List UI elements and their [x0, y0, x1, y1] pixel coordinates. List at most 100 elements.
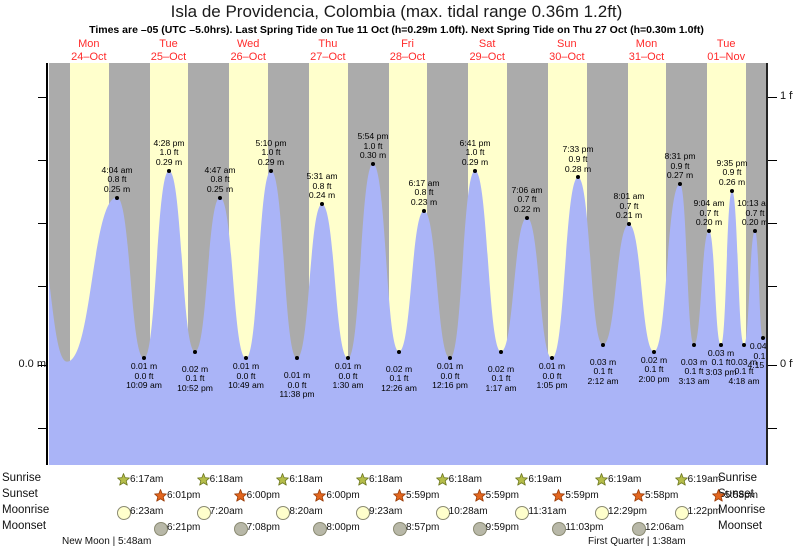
- sunset-time-2: 6:00pm: [326, 490, 360, 501]
- sunrise-time-5: 6:19am: [528, 474, 562, 485]
- low-tide-label-12-line-2: 3:03 pm: [705, 367, 737, 378]
- sunset-time-3: 5:59pm: [406, 490, 440, 501]
- high-tide-label-0-line-0: 4:04 am: [101, 164, 133, 175]
- day-header-2: Wed 26–Oct: [208, 38, 288, 63]
- day-of-week: Mon: [635, 38, 658, 50]
- sunset-time-1: 6:00pm: [246, 490, 281, 501]
- low-tide-label-2: 0.01 m 0.0 ft 10:49 am: [220, 362, 272, 391]
- low-tide-dot-13: [742, 342, 746, 347]
- low-tide-label-10: 0.02 m 0.1 ft 2:00 pm: [628, 355, 680, 385]
- high-tide-label-7-line-0: 6:41 pm: [459, 137, 491, 148]
- high-tide-dot-7: [473, 168, 477, 173]
- day-date: 31–Oct: [628, 50, 665, 63]
- high-tide-label-4-line-0: 5:31 am: [306, 171, 338, 182]
- high-tide-dot-4: [320, 202, 324, 207]
- day-date: 24–Oct: [71, 50, 107, 63]
- low-tide-label-9-line-2: 2:12 am: [587, 376, 619, 387]
- low-tide-label-4-line-0: 0.01 m: [334, 361, 362, 372]
- plot-right-border: [766, 63, 768, 465]
- y-axis-label-left-0: 0.0 m: [18, 358, 46, 370]
- high-tide-label-12-line-0: 9:04 am: [693, 198, 725, 208]
- low-tide-label-7-line-0: 0.02 m: [487, 363, 515, 374]
- low-tide-label-10-line-1: 0.1 ft: [644, 364, 664, 375]
- sunset-time-6: 5:58pm: [645, 490, 679, 501]
- y-axis-label-right-0: 1 ft: [780, 90, 793, 102]
- low-tide-label-1: 0.02 m 0.1 ft 10:52 pm: [169, 364, 221, 394]
- day-header-3: Thu 27–Oct: [288, 38, 368, 63]
- low-tide-dot-12: [719, 342, 723, 347]
- low-tide-label-9-line-0: 0.03 m: [589, 356, 617, 367]
- low-tide-label-8-line-1: 0.0 ft: [542, 370, 562, 381]
- y-tick-left-5: [38, 428, 47, 429]
- high-tide-label-0-line-1: 0.8 ft: [107, 174, 127, 185]
- high-tide-label-6: 6:17 am 0.8 ft 0.23 m: [398, 178, 450, 208]
- day-of-week: Mon: [78, 38, 100, 50]
- high-tide-label-3-line-0: 5:10 pm: [255, 137, 287, 148]
- day-header-8: Tue 01–Nov: [686, 38, 766, 63]
- tide-chart-plot: 4:04 am 0.8 ft 0.25 m 4:28 pm 1.0 ft 0.29 m 4:…: [49, 63, 766, 465]
- moonrise-circle-icon-2: [276, 506, 291, 520]
- sunrise-star-icon-6: [595, 473, 608, 486]
- low-tide-label-14: 0.04 m0.1 ft4:15 pm: [737, 342, 766, 371]
- high-tide-label-14-line-1: 0.7 ft: [745, 207, 765, 218]
- high-tide-label-4: 5:31 am 0.8 ft 0.24 m: [296, 172, 348, 201]
- high-tide-dot-6: [422, 208, 426, 213]
- low-tide-label-3-line-1: 0.0 ft: [287, 379, 307, 390]
- low-tide-label-13: 0.03 m 0.1 ft 4:18 am: [718, 356, 766, 387]
- high-tide-dot-1: [167, 168, 171, 173]
- astro-row-label-left-moonrise: Moonrise: [2, 504, 50, 516]
- sunrise-star-icon-5: [515, 473, 529, 486]
- tide-curve: [49, 164, 766, 465]
- day-header-0: Mon 24–Oct: [49, 38, 129, 63]
- high-tide-label-9-line-2: 0.28 m: [564, 163, 592, 174]
- high-tide-label-5-line-0: 5:54 pm: [357, 131, 389, 141]
- high-tide-dot-0: [115, 195, 119, 200]
- moonrise-circle-icon-7: [674, 506, 689, 520]
- low-tide-label-12: 0.03 m 0.1 ft 3:03 pm: [695, 348, 747, 378]
- y-tick-left-1: [38, 160, 47, 161]
- high-tide-label-10-line-0: 8:01 am: [613, 191, 645, 202]
- high-tide-label-7-line-2: 0.29 m: [461, 156, 489, 167]
- high-tide-dot-11: [678, 182, 682, 187]
- moonrise-circle-icon-0: [117, 506, 131, 520]
- low-tide-label-13-line-0: 0.03 m: [730, 356, 758, 367]
- low-tide-label-13-line-1: 0.1 ft: [734, 366, 754, 377]
- high-tide-label-5: 5:54 pm 1.0 ft 0.30 m: [347, 131, 399, 161]
- astro-row-label-right-sunset: Sunset: [718, 488, 754, 500]
- high-tide-label-11-line-1: 0.9 ft: [670, 160, 690, 171]
- day-of-week: Fri: [401, 38, 414, 50]
- low-tide-label-0: 0.01 m 0.0 ft 10:09 am: [118, 362, 170, 391]
- high-tide-dot-14: [753, 229, 757, 233]
- high-tide-label-13-line-0: 9:35 pm: [716, 157, 748, 168]
- day-date: 27–Oct: [310, 50, 346, 63]
- low-tide-label-5-line-0: 0.02 m: [385, 363, 413, 374]
- moonset-circle-icon-5: [552, 522, 567, 536]
- sunrise-time-3: 6:18am: [369, 474, 403, 485]
- moonrise-circle-icon-5: [515, 506, 530, 520]
- moonset-time-4: 9:59pm: [485, 522, 520, 533]
- sunrise-star-icon-0: [117, 473, 130, 486]
- high-tide-label-6-line-1: 0.8 ft: [414, 187, 434, 198]
- y-tick-right-3: [768, 286, 777, 287]
- low-tide-label-7-line-2: 1:17 am: [485, 382, 517, 393]
- high-tide-label-4-line-1: 0.8 ft: [312, 180, 332, 191]
- low-tide-dot-1: [193, 349, 197, 354]
- high-tide-dot-3: [269, 168, 273, 173]
- day-date: 30–Oct: [549, 50, 585, 63]
- high-tide-label-8-line-0: 7:06 am: [511, 184, 543, 195]
- high-tide-label-14: 10:13 am0.7 ft0.20 m: [729, 198, 766, 228]
- day-of-week: Thu: [318, 38, 338, 50]
- high-tide-dot-10: [627, 222, 631, 227]
- astro-row-label-left-moonset: Moonset: [2, 520, 47, 532]
- y-axis-label-right-1: 0 ft: [780, 358, 793, 370]
- y-tick-right-2: [768, 223, 777, 224]
- moonset-time-6: 12:06am: [645, 522, 684, 533]
- high-tide-label-0-line-2: 0.25 m: [103, 183, 131, 194]
- sunrise-time-1: 6:18am: [209, 474, 244, 485]
- day-of-week: Tue: [716, 38, 736, 50]
- high-tide-dot-5: [371, 162, 375, 166]
- moonset-time-1: 7:08pm: [246, 522, 281, 533]
- high-tide-label-3: 5:10 pm 1.0 ft 0.29 m: [245, 137, 297, 168]
- low-tide-label-14-line-1: 0.1 ft: [753, 350, 766, 361]
- sunset-star-icon-2: [313, 489, 327, 502]
